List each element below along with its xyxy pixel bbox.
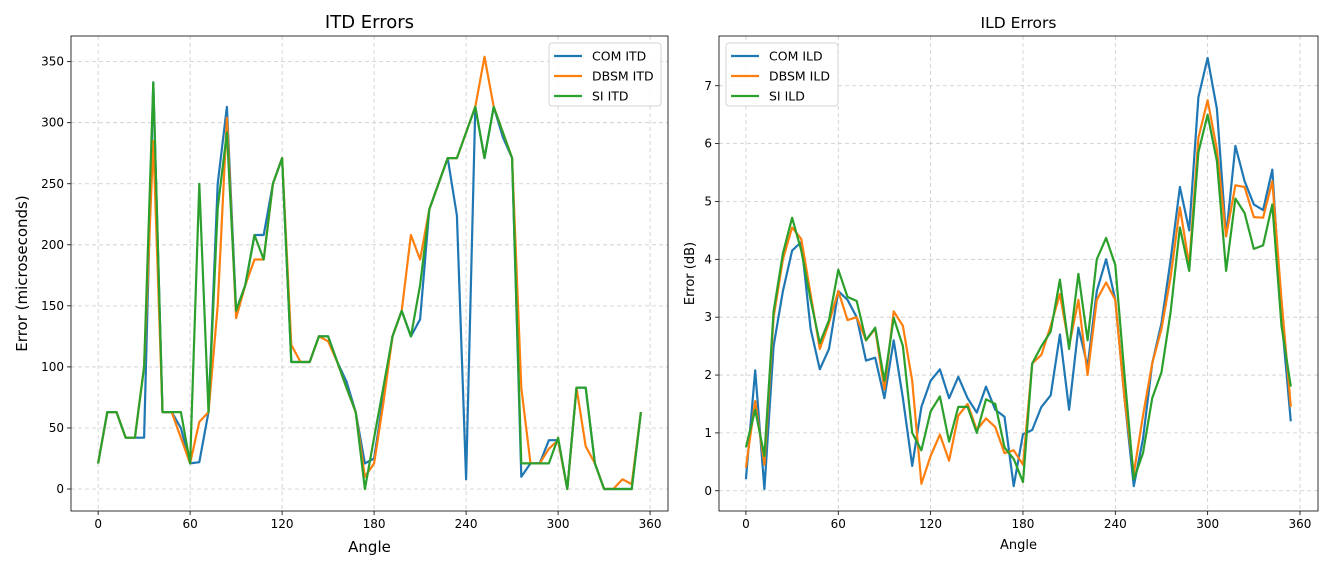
x-axis-label: Angle: [1000, 538, 1037, 553]
x-tick-label: 240: [455, 517, 478, 531]
series-line-si-ild: [744, 113, 1292, 484]
y-tick-label: 300: [41, 116, 64, 130]
y-tick-label: 2: [704, 368, 712, 382]
chart-title: ILD Errors: [981, 14, 1057, 32]
legend: COM ILD DBSM ILD SI ILD: [725, 42, 839, 107]
x-tick-label: 300: [1196, 517, 1219, 531]
legend-label: DBSM ILD: [769, 69, 830, 84]
y-tick-label: 200: [41, 238, 64, 252]
x-tick-label: 180: [363, 517, 386, 531]
legend-box: [548, 42, 662, 107]
y-tick-label: 6: [704, 137, 712, 151]
x-tick-label: 300: [547, 517, 570, 531]
legend: COM ITD DBSM ITD SI ITD: [548, 42, 662, 107]
series-line-com-ild: [744, 56, 1292, 491]
x-tick-label: 120: [271, 517, 294, 531]
x-tick-label: 360: [1289, 517, 1312, 531]
legend-box: [725, 42, 839, 107]
legend-label: SI ITD: [592, 89, 629, 104]
legend-label: DBSM ITD: [592, 69, 654, 84]
y-tick-label: 1: [704, 426, 712, 440]
x-tick-label: 0: [742, 517, 750, 531]
y-tick-label: 4: [704, 252, 712, 266]
itd-errors-chart: ITD Errors Angle Error (microseconds) 0 6…: [13, 12, 669, 556]
y-tick-label: 100: [41, 360, 64, 374]
x-tick-label: 240: [1104, 517, 1127, 531]
y-tick-label: 7: [704, 79, 712, 93]
y-tick-label: 150: [41, 299, 64, 313]
y-tick-label: 5: [704, 194, 712, 208]
legend-label: COM ILD: [769, 49, 823, 64]
y-tick-label: 350: [41, 55, 64, 69]
x-axis-label: Angle: [348, 538, 391, 556]
ild-errors-chart: ILD Errors Angle Error (dB) 0 60 120 180 240…: [683, 14, 1319, 553]
y-tick-label: 3: [704, 310, 712, 324]
axes-frame: [70, 35, 669, 512]
chart-title: ITD Errors: [325, 12, 414, 33]
y-tick-label: 0: [56, 482, 64, 496]
x-tick-label: 360: [639, 517, 662, 531]
y-axis-label: Error (dB): [683, 242, 698, 305]
series-line-si-itd: [97, 81, 642, 491]
legend-label: SI ILD: [769, 89, 805, 104]
x-tick-label: 60: [831, 517, 846, 531]
y-tick-label: 50: [49, 421, 64, 435]
y-axis-label: Error (microseconds): [13, 195, 31, 351]
x-tick-label: 60: [182, 517, 197, 531]
y-tick-label: 250: [41, 177, 64, 191]
axes-frame: [718, 35, 1319, 512]
y-tick-label: 0: [704, 484, 712, 498]
x-tick-label: 120: [919, 517, 942, 531]
series-line-dbsm-ild: [744, 99, 1292, 485]
x-tick-label: 180: [1012, 517, 1035, 531]
legend-label: COM ITD: [592, 49, 646, 64]
x-tick-label: 0: [94, 517, 102, 531]
